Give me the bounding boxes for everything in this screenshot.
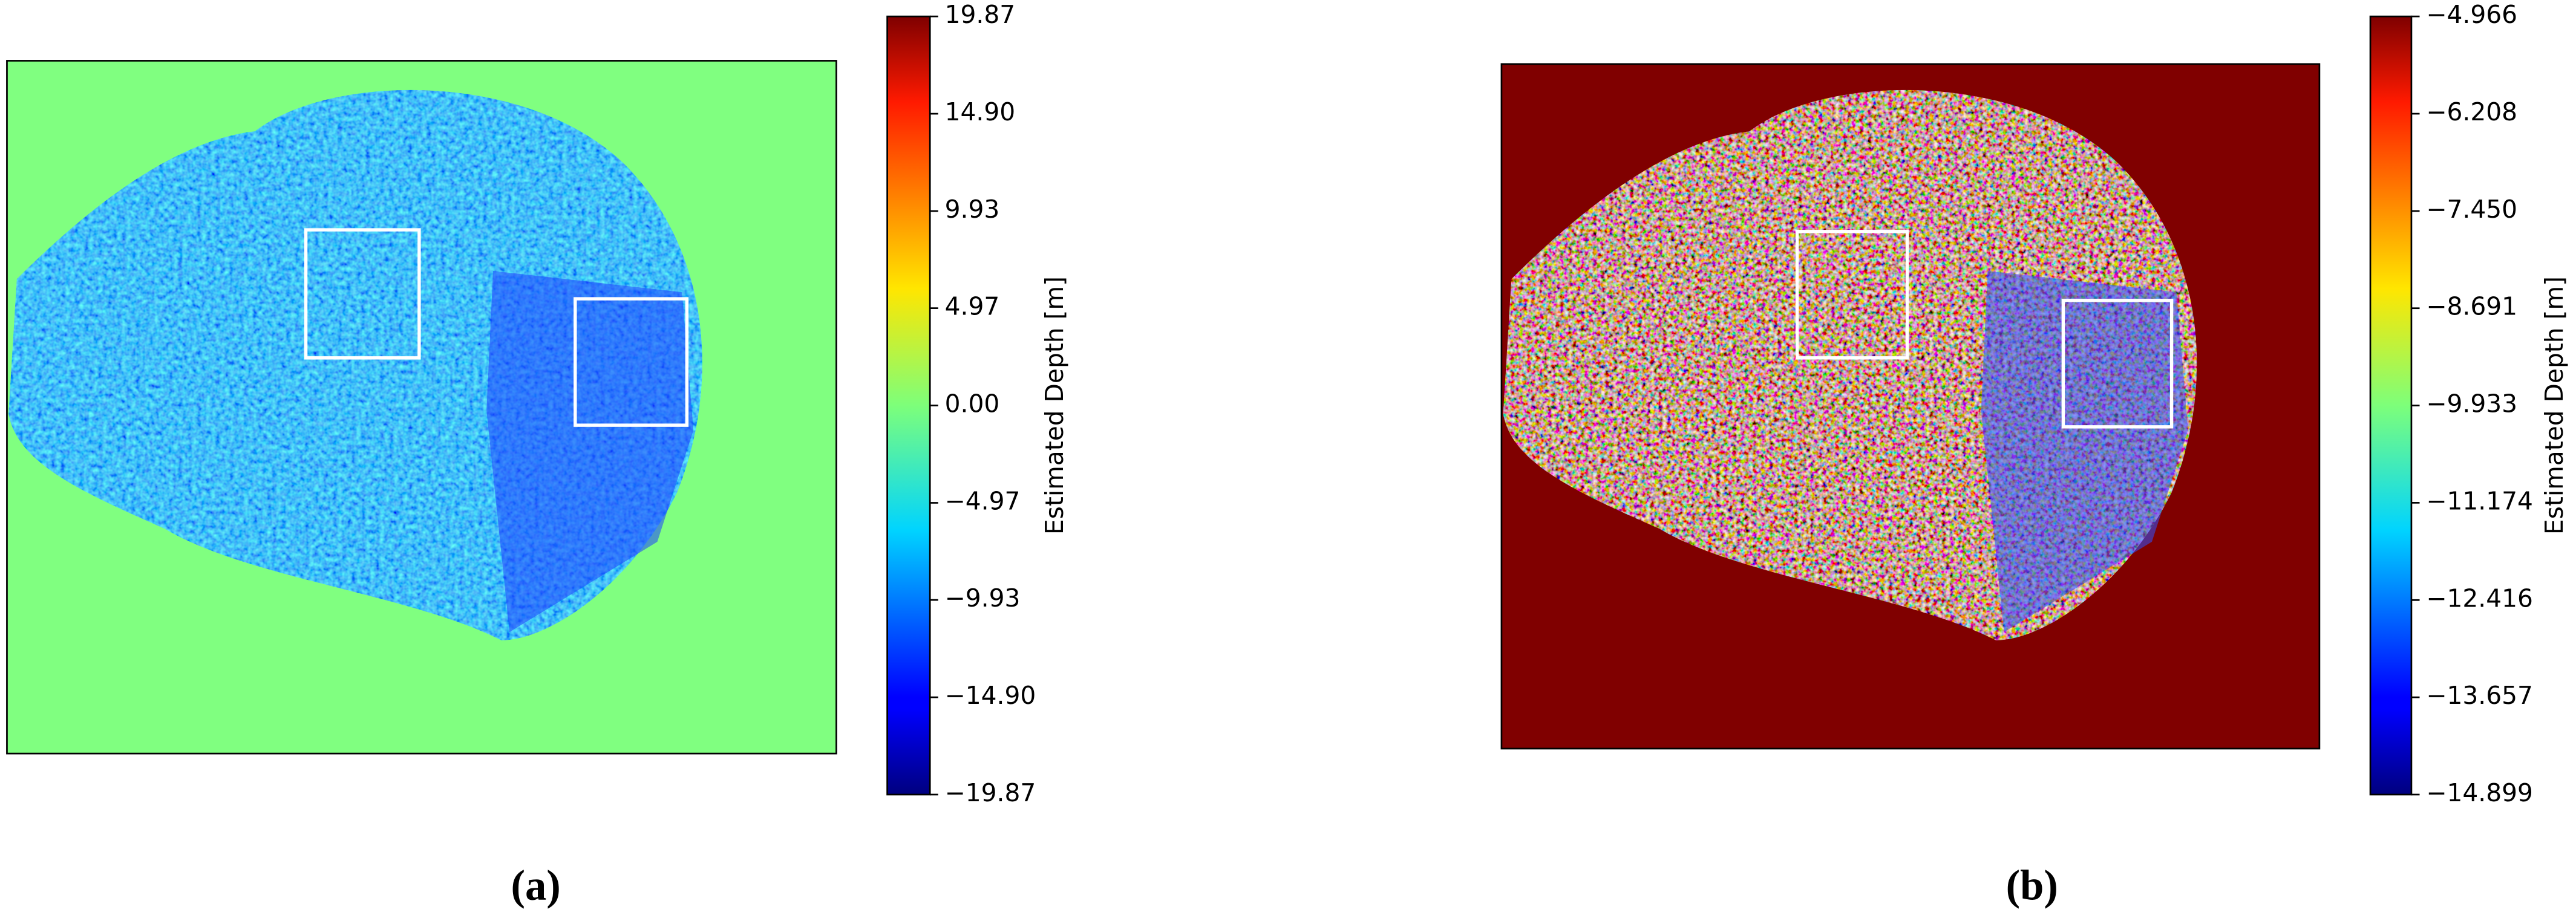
colorbar-tick-label: −14.899 — [2426, 778, 2533, 807]
colorbar-tick-label: 14.90 — [945, 97, 1016, 126]
image-frame — [1500, 63, 2321, 750]
colorbar-label: Estimated Depth [m] — [1040, 276, 1069, 535]
depth-image — [1501, 63, 2319, 749]
colorbar — [2369, 15, 2413, 796]
colorbar-tick-label: 9.93 — [945, 195, 1000, 224]
colorbar-tick-label: −7.450 — [2426, 195, 2517, 224]
colorbar-label: Estimated Depth [m] — [2540, 276, 2569, 535]
colorbar-tick-label: −11.174 — [2426, 486, 2533, 515]
colorbar-tick-label: 19.87 — [945, 0, 1016, 29]
colorbar-tick-label: −9.933 — [2426, 389, 2517, 418]
colorbar-tick-label: −4.966 — [2426, 0, 2517, 29]
caption: (a) — [511, 862, 560, 910]
highlight-box — [304, 228, 421, 360]
colorbar-tick-label: −9.93 — [945, 584, 1021, 613]
highlight-box — [574, 297, 689, 427]
highlight-box — [1795, 230, 1909, 360]
colorbar-tick-label: −6.208 — [2426, 97, 2517, 126]
colorbar-tick-label: −4.97 — [945, 486, 1021, 515]
colorbar — [886, 15, 931, 796]
panel: −19.87 −14.90 −9.93 −4.97 0.00 4.97 9.93 14.90 1… — [6, 0, 1069, 910]
colorbar-tick-label: −8.691 — [2426, 292, 2517, 321]
colorbar-tick-label: −13.657 — [2426, 681, 2533, 710]
colorbar-tick-label: −19.87 — [945, 778, 1036, 807]
depth-blob-dense — [1981, 270, 2188, 633]
colorbar-tick-label: −12.416 — [2426, 584, 2533, 613]
depth-image — [7, 60, 837, 754]
colorbar-tick-label: 0.00 — [945, 389, 1000, 418]
depth-blob-dense — [486, 270, 694, 633]
colorbar-tick-label: −14.90 — [945, 681, 1036, 710]
image-frame — [6, 60, 837, 755]
panel: −14.899 −13.657 −12.416 −11.174 −9.933 −8.691… — [1500, 0, 2569, 910]
highlight-box — [2061, 299, 2174, 429]
colorbar-tick-label: 4.97 — [945, 292, 1000, 321]
caption: (b) — [2006, 862, 2058, 910]
